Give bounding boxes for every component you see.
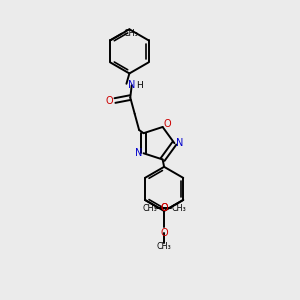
Text: CH₃: CH₃ — [142, 204, 157, 213]
Text: O: O — [160, 203, 168, 213]
Text: N: N — [135, 148, 142, 158]
Text: N: N — [128, 80, 135, 90]
Text: CH₃: CH₃ — [171, 204, 186, 213]
Text: N: N — [176, 138, 183, 148]
Text: O: O — [160, 203, 168, 213]
Text: O: O — [106, 95, 113, 106]
Text: CH₃: CH₃ — [157, 242, 172, 251]
Text: O: O — [163, 119, 171, 129]
Text: H: H — [136, 81, 143, 90]
Text: CH₃: CH₃ — [124, 29, 139, 38]
Text: O: O — [160, 228, 168, 239]
